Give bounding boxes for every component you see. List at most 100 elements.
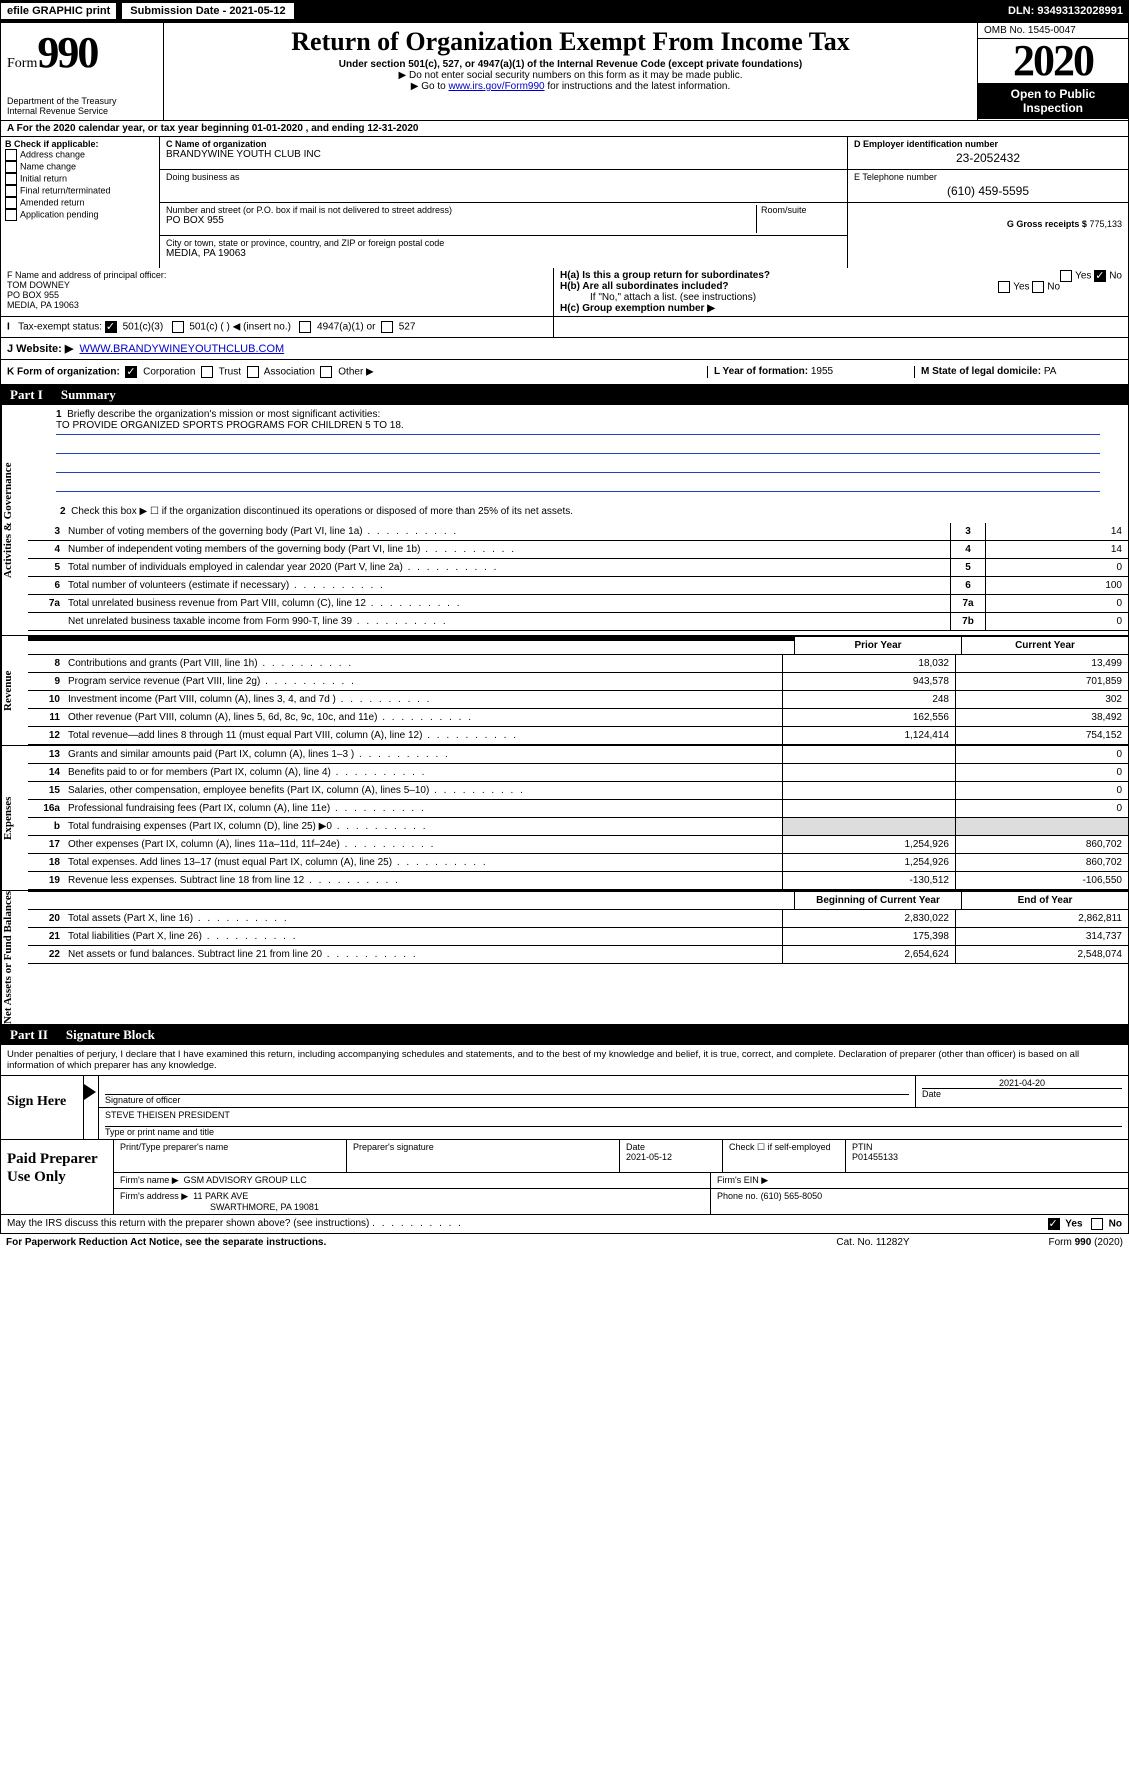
revenue-section: Revenue Prior Year Current Year 8Contrib… [0,636,1129,746]
q2-discontinued: 2 Check this box ▶ ☐ if the organization… [28,500,1128,523]
chk-other[interactable] [320,366,332,378]
form-number: Form990 [7,27,157,78]
box-c-name: C Name of organization BRANDYWINE YOUTH … [160,137,847,170]
footer-discuss: May the IRS discuss this return with the… [0,1215,1129,1234]
net-assets-row: 22Net assets or fund balances. Subtract … [28,946,1128,964]
sign-here-block: Sign Here Signature of officer 2021-04-2… [0,1076,1129,1140]
box-c-address: Number and street (or P.O. box if mail i… [160,203,847,236]
officer-signature[interactable]: Signature of officer [99,1076,915,1107]
form-subtitle: Under section 501(c), 527, or 4947(a)(1)… [170,59,971,70]
chk-527[interactable] [381,321,393,333]
vtab-governance: Activities & Governance [1,405,28,635]
irs-link[interactable]: www.irs.gov/Form990 [448,81,544,92]
dept-label: Department of the Treasury Internal Reve… [7,96,157,116]
vtab-revenue: Revenue [1,636,28,745]
expense-row: 18Total expenses. Add lines 13–17 (must … [28,854,1128,872]
net-assets-row: 20Total assets (Part X, line 16)2,830,02… [28,910,1128,928]
open-public-badge: Open to Public Inspection [978,83,1128,119]
submission-date: Submission Date - 2021-05-12 [121,2,294,20]
paid-preparer-block: Paid Preparer Use Only Print/Type prepar… [0,1140,1129,1215]
box-c-dba: Doing business as [160,170,847,203]
officer-group-block: F Name and address of principal officer:… [0,268,1129,317]
box-h-group: H(a) Is this a group return for subordin… [554,268,1128,316]
chk-application-pending[interactable] [5,209,17,221]
perjury-statement: Under penalties of perjury, I declare th… [0,1045,1129,1076]
chk-trust[interactable] [201,366,213,378]
mission-block: 1 Briefly describe the organization's mi… [28,405,1128,500]
gov-row: 4Number of independent voting members of… [28,541,1128,559]
revenue-row: 9Program service revenue (Part VIII, lin… [28,673,1128,691]
form-note-1: ▶ Do not enter social security numbers o… [170,70,971,81]
prep-name-hdr: Print/Type preparer's name [114,1140,347,1172]
gov-row: Net unrelated business taxable income fr… [28,613,1128,631]
chk-501c[interactable] [172,321,184,333]
sign-arrow-icon [83,1076,98,1139]
dln-label: DLN: 93493132028991 [1008,5,1129,17]
expense-row: 14Benefits paid to or for members (Part … [28,764,1128,782]
gov-row: 5Total number of individuals employed in… [28,559,1128,577]
net-header: Beginning of Current Year End of Year [28,891,1128,910]
chk-discuss-yes[interactable] [1048,1218,1060,1230]
chk-ha-no[interactable] [1094,270,1106,282]
expense-row: 15Salaries, other compensation, employee… [28,782,1128,800]
net-assets-section: Net Assets or Fund Balances Beginning of… [0,891,1129,1025]
prep-firm-addr: Firm's address ▶ 11 PARK AVE SWARTHMORE,… [114,1189,711,1214]
gov-row: 7aTotal unrelated business revenue from … [28,595,1128,613]
box-c-city: City or town, state or province, country… [160,236,847,268]
chk-address-change[interactable] [5,149,17,161]
prep-firm-ein: Firm's EIN ▶ [711,1173,1128,1188]
prep-ptin: PTINP01455133 [846,1140,1128,1172]
prep-firm-name: Firm's name ▶ GSM ADVISORY GROUP LLC [114,1173,711,1188]
revenue-row: 12Total revenue—add lines 8 through 11 (… [28,727,1128,745]
revenue-row: 11Other revenue (Part VIII, column (A), … [28,709,1128,727]
revenue-row: 8Contributions and grants (Part VIII, li… [28,655,1128,673]
box-b-checkboxes: B Check if applicable: Address change Na… [1,137,160,268]
expense-row: 19Revenue less expenses. Subtract line 1… [28,872,1128,890]
chk-hb-yes[interactable] [998,281,1010,293]
officer-name: STEVE THEISEN PRESIDENT Type or print na… [99,1108,1128,1139]
expense-row: 17Other expenses (Part IX, column (A), l… [28,836,1128,854]
vtab-net-assets: Net Assets or Fund Balances [1,891,28,1024]
chk-final-return[interactable] [5,185,17,197]
prep-phone: Phone no. (610) 565-8050 [711,1189,1128,1214]
chk-name-change[interactable] [5,161,17,173]
prep-sig-hdr: Preparer's signature [347,1140,620,1172]
box-e-phone: E Telephone number (610) 459-5595 [848,170,1128,203]
expense-row: 13Grants and similar amounts paid (Part … [28,746,1128,764]
row-a-tax-year: A For the 2020 calendar year, or tax yea… [0,121,1129,137]
chk-discuss-no[interactable] [1091,1218,1103,1230]
top-bar: efile GRAPHIC print Submission Date - 20… [0,0,1129,22]
form-title: Return of Organization Exempt From Incom… [170,27,971,57]
chk-hb-no[interactable] [1032,281,1044,293]
governance-section: Activities & Governance 1 Briefly descri… [0,405,1129,636]
rev-header: Prior Year Current Year [28,636,1128,655]
expense-row: bTotal fundraising expenses (Part IX, co… [28,818,1128,836]
chk-assoc[interactable] [247,366,259,378]
row-k-org-form: K Form of organization: Corporation Trus… [0,360,1129,385]
entity-info-block: B Check if applicable: Address change Na… [0,137,1129,268]
footer-bottom: For Paperwork Reduction Act Notice, see … [0,1234,1129,1251]
row-i-tax-status: I Tax-exempt status: 501(c)(3) 501(c) ( … [0,317,1129,338]
chk-corp[interactable] [125,366,137,378]
chk-ha-yes[interactable] [1060,270,1072,282]
efile-label: efile GRAPHIC print [0,2,117,20]
box-d-ein: D Employer identification number 23-2052… [848,137,1128,170]
net-assets-row: 21Total liabilities (Part X, line 26)175… [28,928,1128,946]
vtab-expenses: Expenses [1,746,28,890]
gov-row: 6Total number of volunteers (estimate if… [28,577,1128,595]
prep-self-emp: Check ☐ if self-employed [723,1140,846,1172]
expenses-section: Expenses 13Grants and similar amounts pa… [0,746,1129,891]
form-note-2: ▶ Go to www.irs.gov/Form990 for instruct… [170,81,971,92]
part-1-header: Part I Summary [0,385,1129,405]
chk-amended[interactable] [5,197,17,209]
chk-501c3[interactable] [105,321,117,333]
chk-4947[interactable] [299,321,311,333]
prep-date: Date2021-05-12 [620,1140,723,1172]
tax-year: 2020 [978,39,1128,83]
box-g-receipts: G Gross receipts $ 775,133 [848,203,1128,249]
part-2-header: Part II Signature Block [0,1025,1129,1045]
revenue-row: 10Investment income (Part VIII, column (… [28,691,1128,709]
website-link[interactable]: WWW.BRANDYWINEYOUTHCLUB.COM [79,343,284,355]
chk-initial-return[interactable] [5,173,17,185]
sign-date: 2021-04-20 Date [915,1076,1128,1107]
